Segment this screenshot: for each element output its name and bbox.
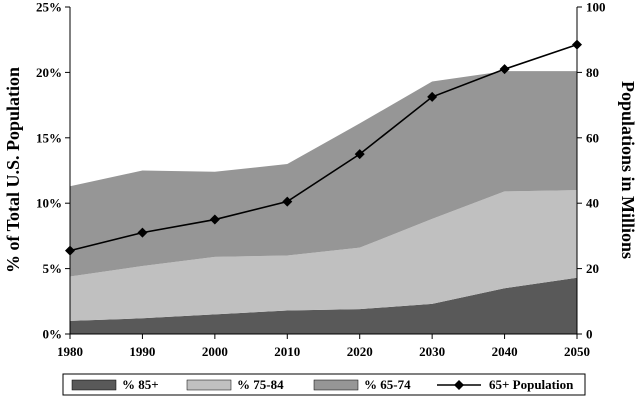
legend-label-65plus-population: 65+ Population <box>489 377 574 392</box>
y-left-tick-label: 25% <box>36 0 62 15</box>
population-point-2010 <box>282 196 293 207</box>
population-point-1990 <box>137 227 148 238</box>
legend-swatch-75-84 <box>186 379 232 391</box>
x-tick-label: 1990 <box>129 344 155 359</box>
legend-label-85plus: % 85+ <box>122 377 159 392</box>
y-left-axis-title: % of Total U.S. Population <box>3 67 23 273</box>
area-75-84 <box>70 190 577 321</box>
y-left-tick-label: 20% <box>36 65 62 80</box>
population-point-2020 <box>354 149 365 160</box>
y-left-tick-label: 5% <box>43 261 63 276</box>
legend-label-65-74: % 65-74 <box>364 377 411 392</box>
population-line-layer <box>65 39 582 256</box>
population-point-2030 <box>427 91 438 102</box>
population-point-2000 <box>209 214 220 225</box>
y-left-tick-label: 0% <box>43 327 63 342</box>
legend-swatch-65-74 <box>313 379 359 391</box>
x-tick-label: 2020 <box>347 344 373 359</box>
x-tick-label: 1980 <box>57 344 83 359</box>
x-tick-label: 2000 <box>202 344 228 359</box>
y-right-tick-label: 20 <box>586 261 599 276</box>
legend: % 85+ % 75-84 % 65-74 65+ Population <box>62 373 586 396</box>
x-tick-label: 2050 <box>564 344 590 359</box>
y-right-tick-label: 80 <box>586 65 599 80</box>
population-point-2040 <box>499 64 510 75</box>
y-right-tick-label: 100 <box>586 0 606 15</box>
x-tick-label: 2040 <box>492 344 518 359</box>
y-right-axis-title: Populations in Millions <box>618 81 636 259</box>
area-65-74 <box>70 71 577 277</box>
legend-diamond-marker <box>454 380 464 390</box>
area-85 <box>70 277 577 334</box>
axes <box>65 6 582 339</box>
area-layers <box>70 71 577 334</box>
y-right-tick-label: 60 <box>586 130 599 145</box>
y-left-tick-label: 10% <box>36 196 62 211</box>
legend-swatch-85plus <box>71 379 117 391</box>
y-right-tick-label: 40 <box>586 196 599 211</box>
population-line <box>69 43 578 252</box>
y-right-tick-label: 0 <box>586 327 593 342</box>
x-tick-label: 2010 <box>274 344 300 359</box>
y-left-tick-label: 15% <box>36 130 62 145</box>
legend-label-75-84: % 75-84 <box>237 377 284 392</box>
x-tick-label: 2030 <box>419 344 445 359</box>
